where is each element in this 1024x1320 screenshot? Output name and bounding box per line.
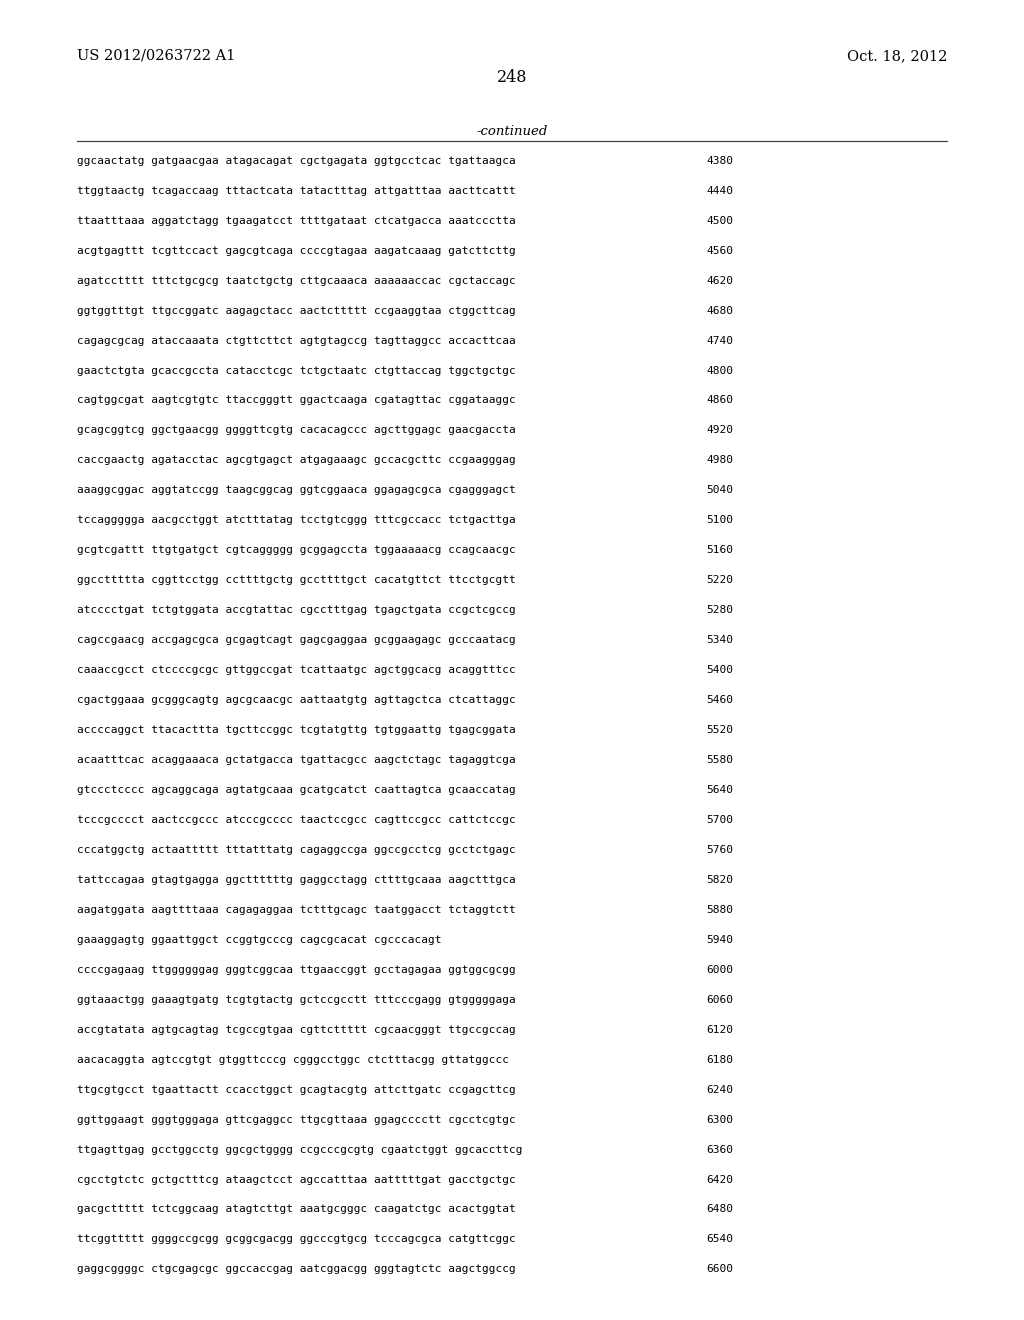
Text: 5400: 5400 <box>707 665 733 675</box>
Text: ggttggaagt gggtgggaga gttcgaggcc ttgcgttaaa ggagcccctt cgcctcgtgc: ggttggaagt gggtgggaga gttcgaggcc ttgcgtt… <box>77 1114 515 1125</box>
Text: 6300: 6300 <box>707 1114 733 1125</box>
Text: 5040: 5040 <box>707 486 733 495</box>
Text: 4980: 4980 <box>707 455 733 466</box>
Text: 5340: 5340 <box>707 635 733 645</box>
Text: ttgcgtgcct tgaattactt ccacctggct gcagtacgtg attcttgatc ccgagcttcg: ttgcgtgcct tgaattactt ccacctggct gcagtac… <box>77 1085 515 1094</box>
Text: cagagcgcag ataccaaata ctgttcttct agtgtagccg tagttaggcc accacttcaa: cagagcgcag ataccaaata ctgttcttct agtgtag… <box>77 335 515 346</box>
Text: aacacaggta agtccgtgt gtggttcccg cgggcctggc ctctttacgg gttatggccc: aacacaggta agtccgtgt gtggttcccg cgggcctg… <box>77 1055 509 1065</box>
Text: US 2012/0263722 A1: US 2012/0263722 A1 <box>77 49 236 63</box>
Text: 5940: 5940 <box>707 935 733 945</box>
Text: 5880: 5880 <box>707 906 733 915</box>
Text: 4920: 4920 <box>707 425 733 436</box>
Text: 4500: 4500 <box>707 215 733 226</box>
Text: 6000: 6000 <box>707 965 733 974</box>
Text: ttaatttaaa aggatctagg tgaagatcct ttttgataat ctcatgacca aaatccctta: ttaatttaaa aggatctagg tgaagatcct ttttgat… <box>77 215 515 226</box>
Text: 6420: 6420 <box>707 1175 733 1184</box>
Text: accccaggct ttacacttta tgcttccggc tcgtatgttg tgtggaattg tgagcggata: accccaggct ttacacttta tgcttccggc tcgtatg… <box>77 725 515 735</box>
Text: ttgagttgag gcctggcctg ggcgctgggg ccgcccgcgtg cgaatctggt ggcaccttcg: ttgagttgag gcctggcctg ggcgctgggg ccgcccg… <box>77 1144 522 1155</box>
Text: Oct. 18, 2012: Oct. 18, 2012 <box>847 49 947 63</box>
Text: ttggtaactg tcagaccaag tttactcata tatactttag attgatttaa aacttcattt: ttggtaactg tcagaccaag tttactcata tatactt… <box>77 186 515 195</box>
Text: 4620: 4620 <box>707 276 733 285</box>
Text: 5280: 5280 <box>707 605 733 615</box>
Text: ccccgagaag ttggggggag gggtcggcaa ttgaaccggt gcctagagaa ggtggcgcgg: ccccgagaag ttggggggag gggtcggcaa ttgaacc… <box>77 965 515 974</box>
Text: 6360: 6360 <box>707 1144 733 1155</box>
Text: 5460: 5460 <box>707 696 733 705</box>
Text: 6600: 6600 <box>707 1265 733 1274</box>
Text: acaatttcac acaggaaaca gctatgacca tgattacgcc aagctctagc tagaggtcga: acaatttcac acaggaaaca gctatgacca tgattac… <box>77 755 515 766</box>
Text: acgtgagttt tcgttccact gagcgtcaga ccccgtagaa aagatcaaag gatcttcttg: acgtgagttt tcgttccact gagcgtcaga ccccgta… <box>77 246 515 256</box>
Text: 6120: 6120 <box>707 1024 733 1035</box>
Text: aaaggcggac aggtatccgg taagcggcag ggtcggaaca ggagagcgca cgagggagct: aaaggcggac aggtatccgg taagcggcag ggtcgga… <box>77 486 515 495</box>
Text: 4440: 4440 <box>707 186 733 195</box>
Text: gtccctcccc agcaggcaga agtatgcaaa gcatgcatct caattagtca gcaaccatag: gtccctcccc agcaggcaga agtatgcaaa gcatgca… <box>77 785 515 795</box>
Text: 6240: 6240 <box>707 1085 733 1094</box>
Text: 5580: 5580 <box>707 755 733 766</box>
Text: ggccttttta cggttcctgg ccttttgctg gccttttgct cacatgttct ttcctgcgtt: ggccttttta cggttcctgg ccttttgctg gcctttt… <box>77 576 515 585</box>
Text: 5160: 5160 <box>707 545 733 556</box>
Text: ttcggttttt ggggccgcgg gcggcgacgg ggcccgtgcg tcccagcgca catgttcggc: ttcggttttt ggggccgcgg gcggcgacgg ggcccgt… <box>77 1234 515 1245</box>
Text: gcagcggtcg ggctgaacgg ggggttcgtg cacacagccc agcttggagc gaacgaccta: gcagcggtcg ggctgaacgg ggggttcgtg cacacag… <box>77 425 515 436</box>
Text: cagccgaacg accgagcgca gcgagtcagt gagcgaggaa gcggaagagc gcccaatacg: cagccgaacg accgagcgca gcgagtcagt gagcgag… <box>77 635 515 645</box>
Text: 5100: 5100 <box>707 515 733 525</box>
Text: caccgaactg agatacctac agcgtgagct atgagaaagc gccacgcttc ccgaagggag: caccgaactg agatacctac agcgtgagct atgagaa… <box>77 455 515 466</box>
Text: 6480: 6480 <box>707 1205 733 1214</box>
Text: 5820: 5820 <box>707 875 733 884</box>
Text: gaaaggagtg ggaattggct ccggtgcccg cagcgcacat cgcccacagt: gaaaggagtg ggaattggct ccggtgcccg cagcgca… <box>77 935 441 945</box>
Text: tccaggggga aacgcctggt atctttatag tcctgtcggg tttcgccacc tctgacttga: tccaggggga aacgcctggt atctttatag tcctgtc… <box>77 515 515 525</box>
Text: atcccctgat tctgtggata accgtattac cgcctttgag tgagctgata ccgctcgccg: atcccctgat tctgtggata accgtattac cgccttt… <box>77 605 515 615</box>
Text: 5220: 5220 <box>707 576 733 585</box>
Text: ggtggtttgt ttgccggatc aagagctacc aactcttttt ccgaaggtaa ctggcttcag: ggtggtttgt ttgccggatc aagagctacc aactctt… <box>77 306 515 315</box>
Text: -continued: -continued <box>476 125 548 139</box>
Text: tcccgcccct aactccgccc atcccgcccc taactccgcc cagttccgcc cattctccgc: tcccgcccct aactccgccc atcccgcccc taactcc… <box>77 814 515 825</box>
Text: 6180: 6180 <box>707 1055 733 1065</box>
Text: 4740: 4740 <box>707 335 733 346</box>
Text: 5520: 5520 <box>707 725 733 735</box>
Text: accgtatata agtgcagtag tcgccgtgaa cgttcttttt cgcaacgggt ttgccgccag: accgtatata agtgcagtag tcgccgtgaa cgttctt… <box>77 1024 515 1035</box>
Text: 5760: 5760 <box>707 845 733 855</box>
Text: 6540: 6540 <box>707 1234 733 1245</box>
Text: gaactctgta gcaccgccta catacctcgc tctgctaatc ctgttaccag tggctgctgc: gaactctgta gcaccgccta catacctcgc tctgcta… <box>77 366 515 375</box>
Text: gaggcggggc ctgcgagcgc ggccaccgag aatcggacgg gggtagtctc aagctggccg: gaggcggggc ctgcgagcgc ggccaccgag aatcgga… <box>77 1265 515 1274</box>
Text: 5640: 5640 <box>707 785 733 795</box>
Text: caaaccgcct ctccccgcgc gttggccgat tcattaatgc agctggcacg acaggtttcc: caaaccgcct ctccccgcgc gttggccgat tcattaa… <box>77 665 515 675</box>
Text: ggtaaactgg gaaagtgatg tcgtgtactg gctccgcctt tttcccgagg gtgggggaga: ggtaaactgg gaaagtgatg tcgtgtactg gctccgc… <box>77 995 515 1005</box>
Text: 5700: 5700 <box>707 814 733 825</box>
Text: cccatggctg actaattttt tttatttatg cagaggccga ggccgcctcg gcctctgagc: cccatggctg actaattttt tttatttatg cagaggc… <box>77 845 515 855</box>
Text: aagatggata aagttttaaa cagagaggaa tctttgcagc taatggacct tctaggtctt: aagatggata aagttttaaa cagagaggaa tctttgc… <box>77 906 515 915</box>
Text: 4560: 4560 <box>707 246 733 256</box>
Text: gcgtcgattt ttgtgatgct cgtcaggggg gcggagccta tggaaaaacg ccagcaacgc: gcgtcgattt ttgtgatgct cgtcaggggg gcggagc… <box>77 545 515 556</box>
Text: agatcctttt tttctgcgcg taatctgctg cttgcaaaca aaaaaaccac cgctaccagc: agatcctttt tttctgcgcg taatctgctg cttgcaa… <box>77 276 515 285</box>
Text: 248: 248 <box>497 69 527 86</box>
Text: cagtggcgat aagtcgtgtc ttaccgggtt ggactcaaga cgatagttac cggataaggc: cagtggcgat aagtcgtgtc ttaccgggtt ggactca… <box>77 396 515 405</box>
Text: tattccagaa gtagtgagga ggcttttttg gaggcctagg cttttgcaaa aagctttgca: tattccagaa gtagtgagga ggcttttttg gaggcct… <box>77 875 515 884</box>
Text: gacgcttttt tctcggcaag atagtcttgt aaatgcgggc caagatctgc acactggtat: gacgcttttt tctcggcaag atagtcttgt aaatgcg… <box>77 1205 515 1214</box>
Text: cgactggaaa gcgggcagtg agcgcaacgc aattaatgtg agttagctca ctcattaggc: cgactggaaa gcgggcagtg agcgcaacgc aattaat… <box>77 696 515 705</box>
Text: 4860: 4860 <box>707 396 733 405</box>
Text: 4680: 4680 <box>707 306 733 315</box>
Text: 4800: 4800 <box>707 366 733 375</box>
Text: ggcaactatg gatgaacgaa atagacagat cgctgagata ggtgcctcac tgattaagca: ggcaactatg gatgaacgaa atagacagat cgctgag… <box>77 156 515 166</box>
Text: 6060: 6060 <box>707 995 733 1005</box>
Text: 4380: 4380 <box>707 156 733 166</box>
Text: cgcctgtctc gctgctttcg ataagctcct agccatttaa aatttttgat gacctgctgc: cgcctgtctc gctgctttcg ataagctcct agccatt… <box>77 1175 515 1184</box>
